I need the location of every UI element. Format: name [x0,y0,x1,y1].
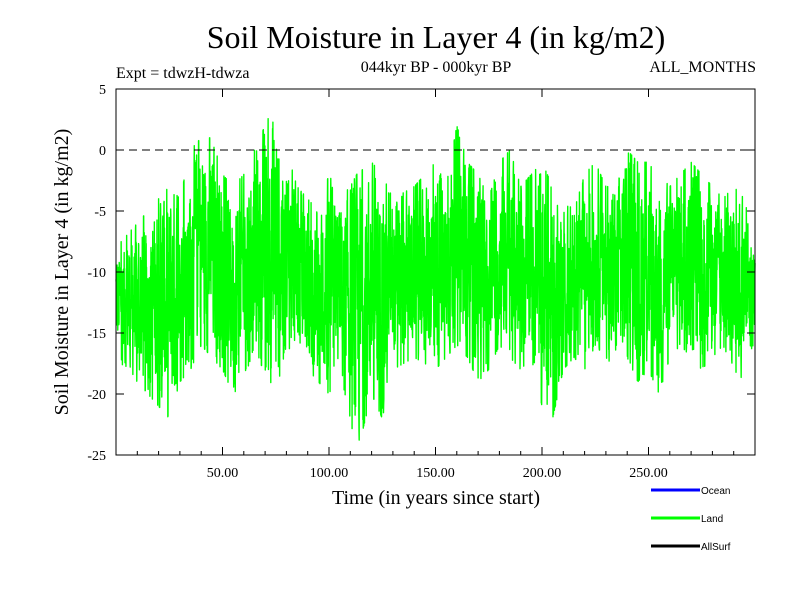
x-tick-label: 150.00 [416,466,455,481]
x-tick-label: 100.00 [310,466,349,481]
plot-frame [115,88,756,456]
y-tick-label: 0 [99,144,106,159]
months-label: ALL_MONTHS [649,59,756,76]
legend-item-ocean: Ocean [651,486,730,497]
legend-label-land: Land [701,514,723,525]
y-axis-label: Soil Moisture in Layer 4 (in kg/m2) [51,129,73,416]
y-tick-label: -20 [87,388,106,403]
legend-label-ocean: Ocean [701,486,730,497]
y-tick-label: 5 [99,83,106,98]
series-layer [115,117,756,441]
y-tick-label: -25 [87,449,106,464]
legend: Ocean Land AllSurf [651,486,731,553]
legend-label-allsurf: AllSurf [701,542,731,553]
y-tick-label: -15 [87,327,106,342]
x-tick-label: 250.00 [629,466,668,481]
x-tick-label: 200.00 [523,466,562,481]
series-line-land [115,117,756,441]
experiment-label: Expt = tdwzH-tdwza [116,65,249,82]
legend-item-allsurf: AllSurf [651,542,731,553]
chart-title: Soil Moisture in Layer 4 (in kg/m2) [207,19,666,55]
x-tick-label: 50.00 [207,466,239,481]
legend-item-land: Land [651,514,723,525]
chart-subtitle: 044kyr BP - 000kyr BP [361,59,512,76]
tick-layer: 5 0 -5 -10 -15 -20 -25 50.00 100.00 150.00 200.00 2… [87,83,755,481]
x-axis-label: Time (in years since start) [332,487,540,509]
y-tick-label: -10 [87,266,106,281]
y-tick-label: -5 [94,205,106,220]
